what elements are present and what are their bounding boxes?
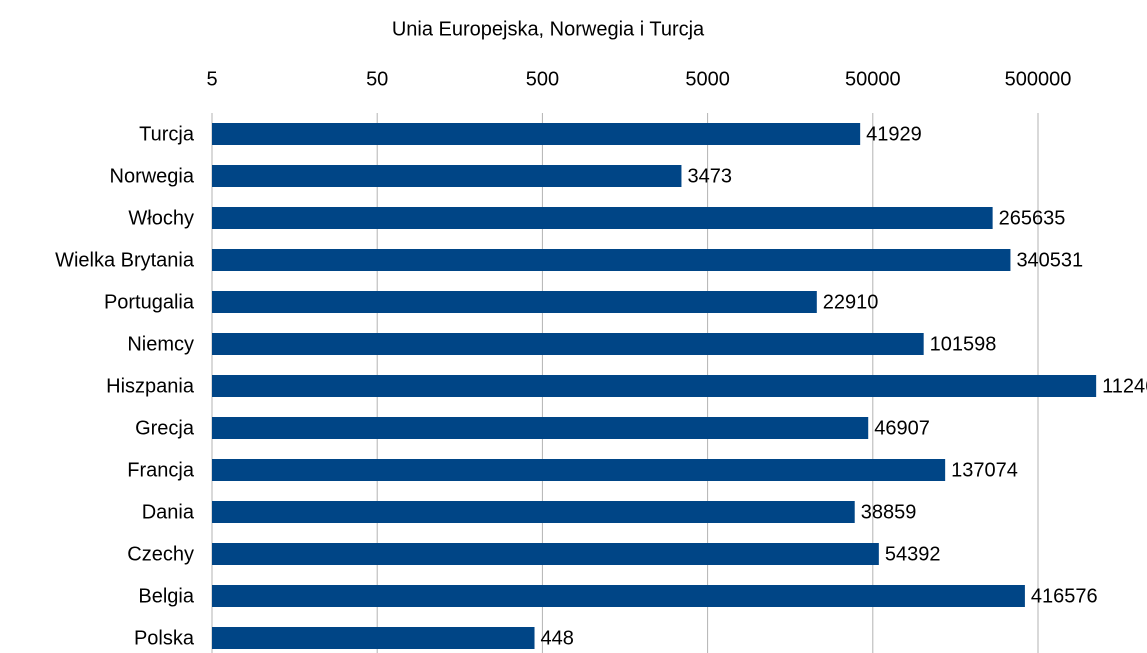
bar xyxy=(212,333,924,355)
y-tick-label: Turcja xyxy=(139,123,195,145)
y-tick-label: Polska xyxy=(134,627,195,649)
data-label: 22910 xyxy=(823,291,879,313)
data-label: 265635 xyxy=(999,207,1066,229)
bar xyxy=(212,165,682,187)
y-tick-label: Portugalia xyxy=(104,291,195,313)
data-label: 54392 xyxy=(885,543,941,565)
y-tick-label: Niemcy xyxy=(127,333,194,355)
data-label: 137074 xyxy=(951,459,1018,481)
x-tick-label: 5000 xyxy=(685,68,730,90)
data-label: 340531 xyxy=(1016,249,1083,271)
y-tick-label: Grecja xyxy=(135,417,195,439)
y-tick-label: Hiszpania xyxy=(106,375,195,397)
y-tick-label: Norwegia xyxy=(110,165,195,187)
bar xyxy=(212,375,1097,397)
y-tick-label: Włochy xyxy=(128,207,194,229)
bar xyxy=(212,585,1025,607)
bar xyxy=(212,417,869,439)
data-label: 416576 xyxy=(1031,585,1098,607)
data-label: 1124674 xyxy=(1102,375,1147,397)
bar xyxy=(212,249,1011,271)
bar xyxy=(212,543,879,565)
data-label: 38859 xyxy=(861,501,917,523)
x-tick-label: 50 xyxy=(366,68,388,90)
bar xyxy=(212,207,993,229)
x-tick-label: 500 xyxy=(526,68,559,90)
data-label: 41929 xyxy=(866,123,922,145)
y-tick-label: Francja xyxy=(127,459,195,481)
x-tick-label: 50000 xyxy=(845,68,901,90)
bar xyxy=(212,123,861,145)
data-label: 3473 xyxy=(687,165,732,187)
y-tick-label: Wielka Brytania xyxy=(55,249,195,271)
data-label: 448 xyxy=(541,627,574,649)
y-tick-label: Belgia xyxy=(138,585,194,607)
x-tick-label: 5 xyxy=(206,68,217,90)
x-tick-label: 500000 xyxy=(1005,68,1072,90)
data-label: 46907 xyxy=(874,417,930,439)
chart-title: Unia Europejska, Norwegia i Turcja xyxy=(392,18,705,40)
bar xyxy=(212,501,855,523)
bar xyxy=(212,459,946,481)
bar xyxy=(212,291,817,313)
y-tick-label: Dania xyxy=(142,501,195,523)
data-label: 101598 xyxy=(930,333,997,355)
y-tick-label: Czechy xyxy=(127,543,194,565)
bar xyxy=(212,627,535,649)
